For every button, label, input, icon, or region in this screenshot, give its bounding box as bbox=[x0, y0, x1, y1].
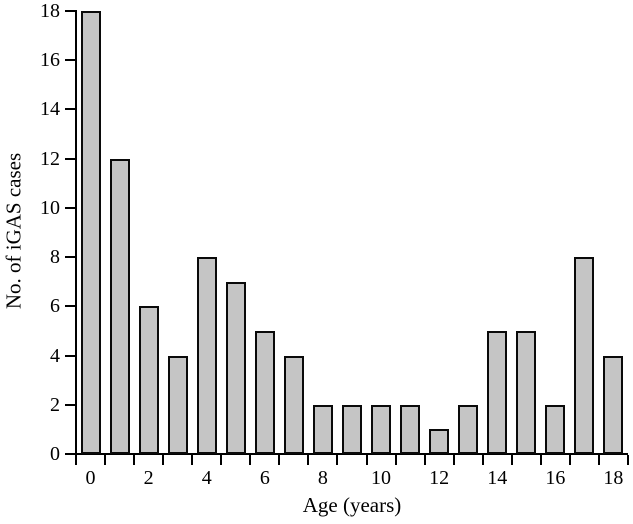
x-tick bbox=[597, 455, 600, 465]
x-tick bbox=[191, 455, 194, 465]
y-tick bbox=[65, 403, 75, 406]
y-tick-label: 8 bbox=[50, 246, 60, 269]
bar-age-2 bbox=[138, 306, 159, 454]
x-axis-title: Age (years) bbox=[302, 493, 402, 517]
bar-age-16 bbox=[545, 404, 566, 454]
y-tick-label: 0 bbox=[50, 443, 60, 465]
x-tick-label: 8 bbox=[317, 467, 328, 489]
x-tick-label: 18 bbox=[603, 467, 624, 489]
y-tick bbox=[65, 59, 75, 62]
x-tick bbox=[307, 455, 310, 465]
x-tick-label: 6 bbox=[259, 467, 270, 489]
x-tick bbox=[249, 455, 252, 465]
y-tick-label: 6 bbox=[50, 295, 60, 318]
x-tick bbox=[162, 455, 165, 465]
x-axis-line bbox=[75, 453, 628, 455]
bar-age-9 bbox=[341, 404, 362, 454]
x-tick bbox=[568, 455, 571, 465]
y-tick-label: 18 bbox=[40, 0, 60, 22]
y-tick-label: 4 bbox=[50, 344, 60, 367]
bar-age-14 bbox=[487, 330, 508, 454]
x-tick bbox=[336, 455, 339, 465]
x-tick bbox=[365, 455, 368, 465]
y-tick bbox=[65, 108, 75, 111]
x-tick bbox=[481, 455, 484, 465]
y-tick bbox=[65, 305, 75, 308]
x-tick bbox=[220, 455, 223, 465]
y-axis-line bbox=[75, 10, 77, 455]
x-tick bbox=[539, 455, 542, 465]
y-tick-label: 10 bbox=[40, 196, 60, 219]
x-tick-label: 12 bbox=[429, 467, 450, 489]
y-tick bbox=[65, 10, 75, 12]
bar-age-5 bbox=[225, 281, 246, 454]
bar-age-0 bbox=[80, 11, 101, 454]
y-axis-title: No. of iGAS cases bbox=[1, 152, 26, 310]
x-tick-label: 0 bbox=[85, 467, 96, 489]
bar-age-13 bbox=[458, 404, 479, 454]
bar-age-18 bbox=[603, 355, 624, 454]
bar-age-17 bbox=[574, 257, 595, 454]
x-tick-label: 4 bbox=[201, 467, 212, 489]
bar-age-1 bbox=[109, 158, 130, 454]
x-tick-label: 2 bbox=[143, 467, 154, 489]
y-tick bbox=[65, 453, 75, 455]
bar-age-3 bbox=[167, 355, 188, 454]
y-tick-label: 2 bbox=[50, 393, 60, 416]
bar-age-7 bbox=[283, 355, 304, 454]
x-tick-label: 14 bbox=[487, 467, 508, 489]
y-tick-label: 12 bbox=[40, 147, 60, 170]
x-tick-label: 10 bbox=[371, 467, 392, 489]
y-tick bbox=[65, 206, 75, 209]
x-tick bbox=[104, 455, 107, 465]
bar-age-6 bbox=[254, 330, 275, 454]
bar-age-10 bbox=[371, 404, 392, 454]
x-tick bbox=[510, 455, 513, 465]
x-tick-label: 16 bbox=[545, 467, 566, 489]
bar-age-4 bbox=[196, 257, 217, 454]
y-tick bbox=[65, 157, 75, 160]
bar-age-11 bbox=[400, 404, 421, 454]
x-tick bbox=[394, 455, 397, 465]
x-tick bbox=[423, 455, 426, 465]
y-tick-label: 16 bbox=[40, 49, 60, 72]
x-tick bbox=[278, 455, 281, 465]
x-tick bbox=[75, 455, 77, 465]
x-tick bbox=[133, 455, 136, 465]
bar-age-12 bbox=[429, 429, 450, 454]
bar-age-15 bbox=[516, 330, 537, 454]
y-tick bbox=[65, 256, 75, 259]
x-tick bbox=[452, 455, 455, 465]
bar-age-8 bbox=[312, 404, 333, 454]
x-tick bbox=[626, 455, 629, 465]
y-tick-label: 14 bbox=[40, 98, 60, 121]
y-tick bbox=[65, 354, 75, 357]
